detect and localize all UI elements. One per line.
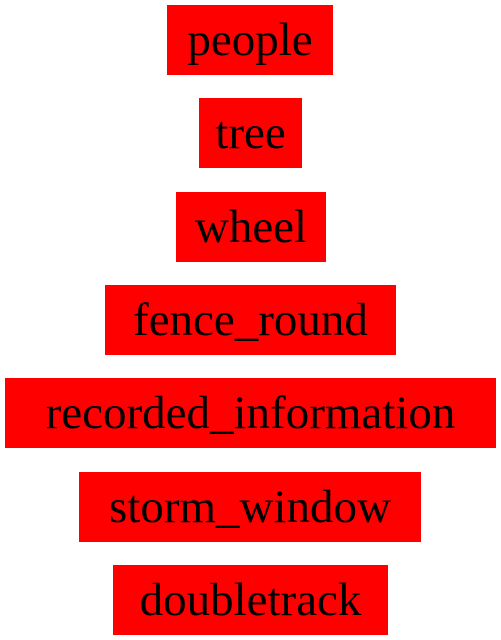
label-fence-round: fence_round [105,285,396,355]
label-doubletrack: doubletrack [113,565,388,635]
label-tree: tree [199,98,302,168]
label-recorded-information: recorded_information [5,378,496,448]
label-storm-window: storm_window [79,472,421,542]
label-wheel: wheel [176,192,326,262]
label-people: people [167,5,333,75]
